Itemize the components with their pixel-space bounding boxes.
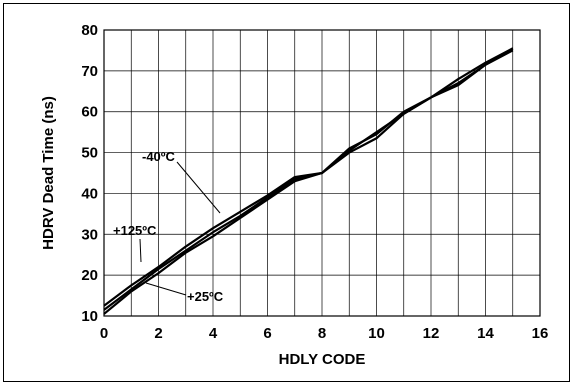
x-axis-label: HDLY CODE [279, 351, 366, 368]
y-tick-label: 20 [81, 267, 98, 284]
x-tick-label: 14 [477, 325, 494, 342]
annotation-minus40c-leader [176, 161, 221, 214]
x-tick-label: 6 [263, 325, 271, 342]
x-tick-label: 4 [209, 325, 218, 342]
tick-labels: 0 2 4 6 8 10 12 14 16 10 20 30 40 50 60 70 80 [81, 22, 548, 342]
x-tick-label: 10 [368, 325, 385, 342]
y-tick-label: 40 [81, 185, 98, 202]
series-layer [103, 47, 514, 315]
y-axis-label: HDRV Dead Time (ns) [40, 96, 57, 250]
annotation-plus125c: +125ºC [113, 223, 157, 238]
x-tick-label: 0 [100, 325, 108, 342]
y-tick-label: 80 [81, 22, 98, 39]
annotation-plus125c-leader [139, 238, 142, 263]
annotation-plus25c-leader [145, 282, 187, 296]
y-tick-label: 10 [81, 308, 98, 325]
y-tick-label: 50 [81, 145, 98, 162]
series-line-2 [103, 47, 514, 311]
y-tick-label: 60 [81, 104, 98, 121]
y-tick-label: 70 [81, 63, 98, 80]
plot-area-border [103, 29, 541, 317]
x-tick-label: 2 [154, 325, 162, 342]
annotation-minus40c: -40ºC [142, 149, 176, 164]
x-tick-label: 16 [532, 325, 549, 342]
y-tick-label: 30 [81, 226, 98, 243]
chart-frame [3, 3, 570, 382]
x-tick-label: 12 [423, 325, 440, 342]
x-tick-label: 8 [318, 325, 326, 342]
annotation-plus25c: +25ºC [187, 289, 224, 304]
